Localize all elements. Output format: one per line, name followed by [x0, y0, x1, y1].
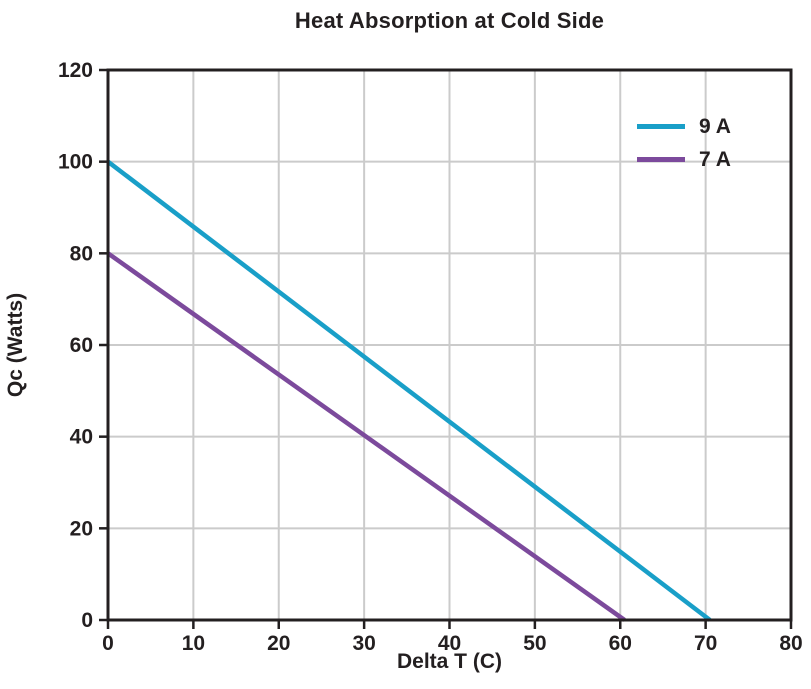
- series-line-9a: [106, 159, 712, 622]
- chart-title: Heat Absorption at Cold Side: [294, 8, 605, 33]
- x-tick-label: 80: [779, 632, 802, 655]
- legend-label-7a: 7 A: [699, 147, 731, 171]
- x-tick-label: 10: [182, 632, 205, 655]
- y-tick-label: 100: [58, 151, 93, 174]
- x-tick-label: 70: [694, 632, 717, 655]
- y-tick-label: 80: [70, 242, 93, 265]
- legend-swatch-7a-line-icon: [637, 157, 685, 162]
- y-tick-label: 0: [81, 609, 93, 632]
- legend-label-9a: 9 A: [699, 114, 731, 138]
- y-tick-label: 60: [70, 334, 93, 357]
- y-tick-label: 40: [70, 426, 93, 449]
- x-tick-label: 50: [523, 632, 546, 655]
- x-tick-label: 30: [352, 632, 375, 655]
- legend-item-9a: 9 A: [637, 110, 731, 143]
- x-tick-label: 60: [609, 632, 632, 655]
- series-line-7a: [106, 251, 626, 622]
- x-axis-label: Delta T (C): [397, 650, 502, 673]
- plot-border: [106, 68, 793, 622]
- legend: 9 A 7 A: [637, 110, 731, 176]
- legend-swatch-9a-line-icon: [637, 124, 685, 129]
- x-tick-label: 40: [438, 632, 461, 655]
- x-tick-label: 20: [267, 632, 290, 655]
- x-tick-label: 0: [102, 632, 114, 655]
- y-tick-label: 20: [70, 517, 93, 540]
- legend-item-7a: 7 A: [637, 143, 731, 176]
- y-tick-label: 120: [58, 59, 93, 82]
